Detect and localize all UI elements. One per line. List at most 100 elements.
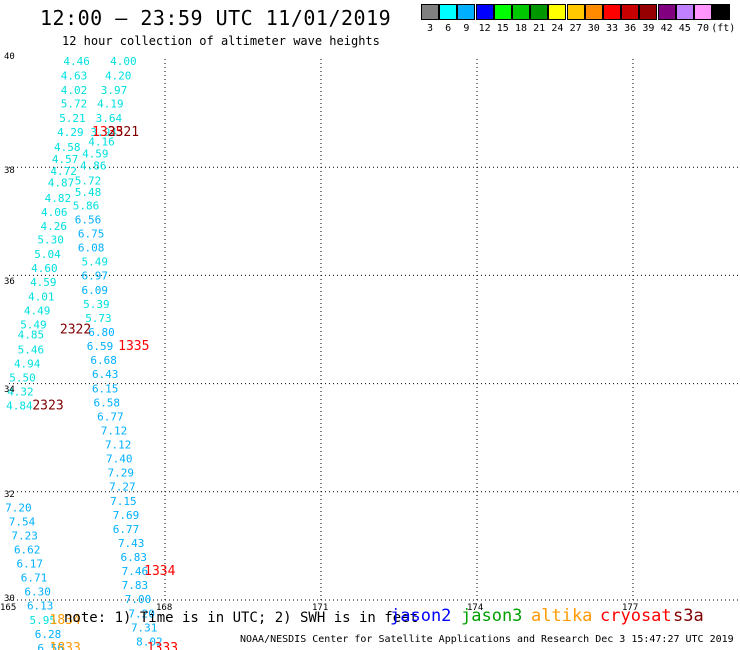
wave-height-value: 4.06 (41, 206, 68, 219)
wave-height-value: 6.17 (17, 558, 44, 571)
wave-height-value: 5.49 (82, 256, 109, 269)
wave-height-value: 4.46 (63, 55, 90, 68)
wave-height-value: 3.97 (101, 84, 128, 97)
pass-time-label: 2322 (60, 322, 91, 337)
wave-height-value: 5.73 (85, 312, 112, 325)
wave-height-value: 4.59 (30, 276, 57, 289)
legend-s3a: s3a (673, 606, 704, 626)
wave-height-value: 5.72 (75, 175, 102, 188)
scale-swatch (512, 4, 530, 20)
scale-swatch (457, 4, 476, 20)
scale-label: 36 (624, 23, 637, 34)
pass-time-label: 1335 (92, 125, 123, 140)
wave-height-value: 7.54 (9, 515, 36, 528)
pass-time-label: 1834 (50, 613, 81, 628)
wave-height-value: 7.00 (125, 593, 152, 606)
wave-height-value: 6.62 (14, 543, 41, 556)
wave-height-value: 4.29 (57, 126, 84, 139)
wave-height-value: 6.13 (27, 600, 54, 613)
scale-swatch (421, 4, 439, 20)
scale-label: 3 (426, 23, 434, 34)
scale-swatch (639, 4, 658, 20)
scale-swatch (584, 4, 603, 20)
wave-height-value: 5.72 (61, 98, 88, 111)
lat-label-34: 34 (4, 385, 15, 395)
wave-height-value: 4.26 (40, 220, 67, 233)
wave-height-value: 4.00 (110, 55, 137, 68)
scale-swatch (548, 4, 567, 20)
wave-height-value: 6.77 (97, 410, 124, 423)
wave-height-value: 6.08 (78, 242, 105, 255)
wave-height-value: 6.56 (37, 642, 64, 650)
scale-swatch (694, 4, 712, 20)
lon-label-174: 174 (467, 603, 484, 613)
wave-height-value: 4.19 (97, 98, 124, 111)
legend-altika: altika (531, 606, 593, 626)
wave-height-value: 4.59 (82, 147, 109, 160)
wave-height-value: 4.16 (88, 136, 115, 149)
scale-swatch (621, 4, 640, 20)
wave-height-value: 7.12 (101, 424, 128, 437)
wave-height-value: 7.69 (113, 509, 140, 522)
wave-height-value: 5.30 (37, 233, 64, 246)
lon-label-165: 165 (0, 603, 17, 613)
wave-height-value: 4.82 (45, 192, 72, 205)
scale-label: 42 (660, 23, 673, 34)
wave-height-value: 7.83 (122, 579, 149, 592)
scale-swatch (439, 4, 458, 20)
lon-label-177: 177 (622, 603, 639, 613)
lat-label-30: 30 (4, 594, 15, 604)
wave-height-value: 5.48 (75, 186, 102, 199)
wave-height-value: 5.39 (83, 298, 110, 311)
wave-height-value: 6.97 (82, 270, 109, 283)
wave-height-value: 4.58 (54, 141, 81, 154)
legend-jason3: jason3 (461, 606, 523, 626)
lon-label-168: 168 (156, 603, 173, 613)
map-subtitle: 12 hour collection of altimeter wave hei… (62, 34, 380, 48)
wave-height-value: 5.21 (59, 112, 86, 125)
wave-height-value: 6.09 (82, 284, 109, 297)
wave-height-value: 7.20 (128, 607, 155, 620)
scale-swatch (657, 4, 676, 20)
wave-height-value: 4.49 (24, 304, 51, 317)
credit-line: NOAA/NESDIS Center for Satellite Applica… (240, 634, 734, 645)
wave-height-value: 5.46 (18, 343, 45, 356)
scale-label: (ft) (711, 23, 736, 34)
wave-height-value: 4.01 (28, 290, 55, 303)
wave-height-value: 4.84 (6, 400, 33, 413)
wave-height-value: 6.77 (113, 523, 140, 536)
pass-time-label: 2321 (108, 125, 139, 140)
scale-label: 30 (587, 23, 600, 34)
wave-height-value: 3.64 (96, 112, 123, 125)
scale-label: 39 (642, 23, 655, 34)
wave-height-value: 6.58 (94, 396, 121, 409)
wave-height-value: 6.80 (88, 326, 115, 339)
pass-time-label: 1335 (118, 339, 149, 354)
wave-height-value: 6.43 (92, 368, 119, 381)
wave-height-value: 6.68 (90, 354, 117, 367)
wave-height-value: 6.75 (78, 228, 105, 241)
wave-height-value: 7.46 (122, 565, 149, 578)
wave-height-value: 6.83 (121, 551, 148, 564)
scale-swatch (712, 4, 731, 20)
wave-height-value: 6.71 (21, 572, 48, 585)
wave-height-value: 7.23 (11, 529, 38, 542)
wave-height-value: 5.49 (20, 318, 47, 331)
scale-label: 33 (605, 23, 619, 34)
scale-label: 21 (533, 23, 546, 34)
wave-height-value: 4.87 (48, 177, 75, 190)
pass-time-label: 1334 (144, 564, 175, 579)
wave-height-value: 7.27 (109, 481, 136, 494)
wave-height-value: 4.02 (61, 84, 88, 97)
pass-time-label: 1333 (147, 641, 178, 650)
lat-label-32: 32 (4, 490, 15, 500)
wave-height-value: 7.29 (108, 467, 135, 480)
wave-height-value: 3.94 (90, 126, 117, 139)
wave-height-value: 6.59 (87, 340, 114, 353)
map-title: 12:00 – 23:59 UTC 11/01/2019 (40, 6, 392, 30)
wave-height-value: 5.86 (73, 199, 100, 212)
pass-time-label: 2323 (32, 399, 63, 414)
scale-label: 18 (514, 23, 528, 34)
